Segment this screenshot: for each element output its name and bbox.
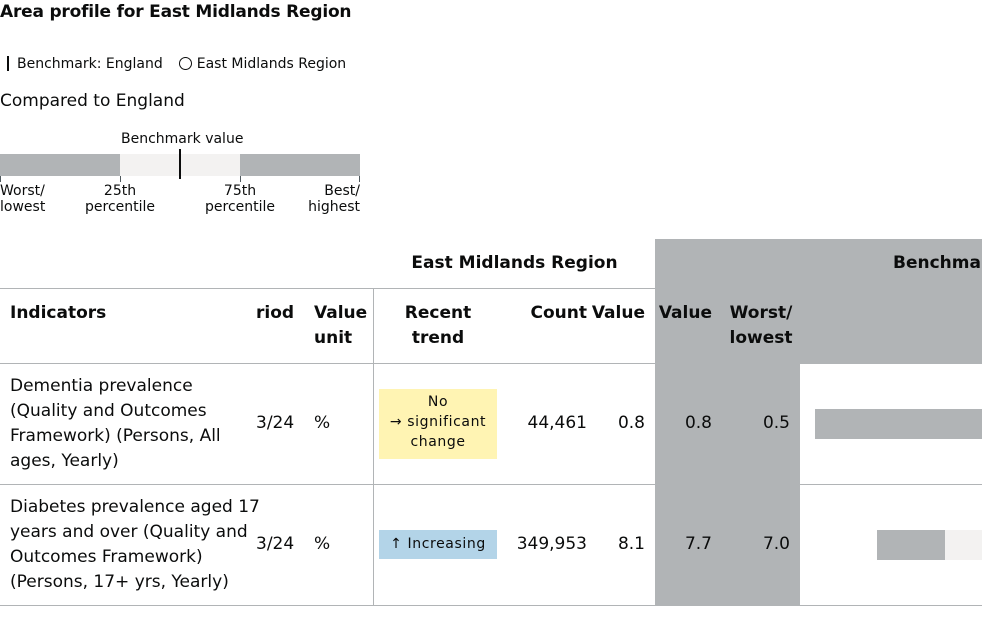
benchmark-column-background (655, 364, 800, 606)
benchmark-value-cell: 0.8 (684, 413, 712, 433)
legend-benchmark-label: Benchmark: England (17, 56, 163, 72)
key-25th-label: 25th percentile (85, 183, 156, 215)
worst-lowest-cell: 7.0 (762, 534, 790, 554)
column-header-period[interactable]: riod (256, 303, 295, 323)
count-cell: 44,461 (527, 413, 587, 433)
worst-lowest-cell: 0.5 (762, 413, 790, 433)
column-header-recent-trend[interactable]: Recent trend (404, 303, 472, 348)
key-lower-quartile-segment (0, 154, 120, 176)
spine-chart-bar (815, 409, 982, 439)
column-header-value-unit[interactable]: Value unit (314, 303, 368, 348)
key-upper-quartile-segment (240, 154, 360, 176)
trend-badge-no-significant-change: No → significant change (379, 389, 497, 459)
value-cell: 8.1 (617, 534, 645, 554)
trend-badge-increasing: ↑ Increasing (379, 530, 497, 559)
key-benchmark-marker (179, 149, 181, 179)
value-unit-cell: % (314, 413, 331, 433)
key-tick (240, 176, 241, 182)
table-rule (0, 484, 982, 485)
spine-chart-key: Benchmark value Worst/lowest 25th percent… (0, 128, 360, 220)
table-rule (0, 363, 982, 364)
page-title: Area profile for East Midlands Region (0, 2, 352, 22)
spine-chart-bar-lower (877, 530, 945, 560)
spine-chart-bar-interquartile (945, 530, 982, 560)
area-circle-icon (178, 57, 192, 70)
count-cell: 349,953 (516, 534, 587, 554)
indicator-dementia-prevalence[interactable]: Dementia prevalence (Quality and Outcomes… (10, 376, 221, 471)
column-header-indicators[interactable]: Indicators (10, 303, 107, 323)
benchmark-line-icon (7, 56, 9, 71)
key-75th-label: 75th percentile (205, 183, 276, 215)
period-cell: 3/24 (256, 413, 295, 433)
group-header-benchmark: Benchmar (893, 253, 982, 273)
legend-area-label: East Midlands Region (196, 56, 347, 72)
key-tick (0, 176, 1, 182)
benchmark-legend: Benchmark: England East Midlands Region (0, 56, 346, 72)
column-header-worst-lowest[interactable]: Worst/lowest (729, 303, 793, 348)
value-unit-cell: % (314, 534, 331, 554)
key-tick (120, 176, 121, 182)
benchmark-header-background (655, 239, 982, 364)
group-header-area: East Midlands Region (411, 253, 618, 273)
column-header-benchmark-value[interactable]: Value (658, 303, 712, 323)
period-cell: 3/24 (256, 534, 295, 554)
indicators-table: East Midlands Region Benchmar Indicators… (0, 239, 982, 609)
column-header-count[interactable]: Count (530, 303, 588, 323)
indicator-diabetes-prevalence[interactable]: Diabetes prevalence aged 17 years and ove… (10, 497, 260, 592)
column-header-value[interactable]: Value (591, 303, 645, 323)
benchmark-value-cell: 7.7 (684, 534, 712, 554)
key-tick (359, 176, 360, 182)
table-rule (0, 605, 982, 606)
value-cell: 0.8 (617, 413, 645, 433)
benchmark-value-label: Benchmark value (121, 131, 244, 147)
key-worst-label: Worst/lowest (0, 183, 46, 215)
key-best-label: Best/highest (308, 183, 360, 215)
table-rule (0, 288, 655, 289)
table-column-divider (373, 289, 374, 606)
compared-to-heading: Compared to England (0, 91, 185, 111)
